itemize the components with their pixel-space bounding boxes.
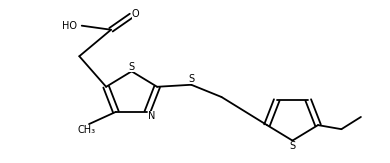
- Text: HO: HO: [62, 21, 77, 31]
- Text: CH₃: CH₃: [78, 125, 96, 135]
- Text: N: N: [147, 111, 155, 121]
- Text: O: O: [131, 9, 139, 19]
- Text: S: S: [129, 62, 135, 72]
- Text: S: S: [289, 141, 296, 151]
- Text: S: S: [188, 74, 194, 84]
